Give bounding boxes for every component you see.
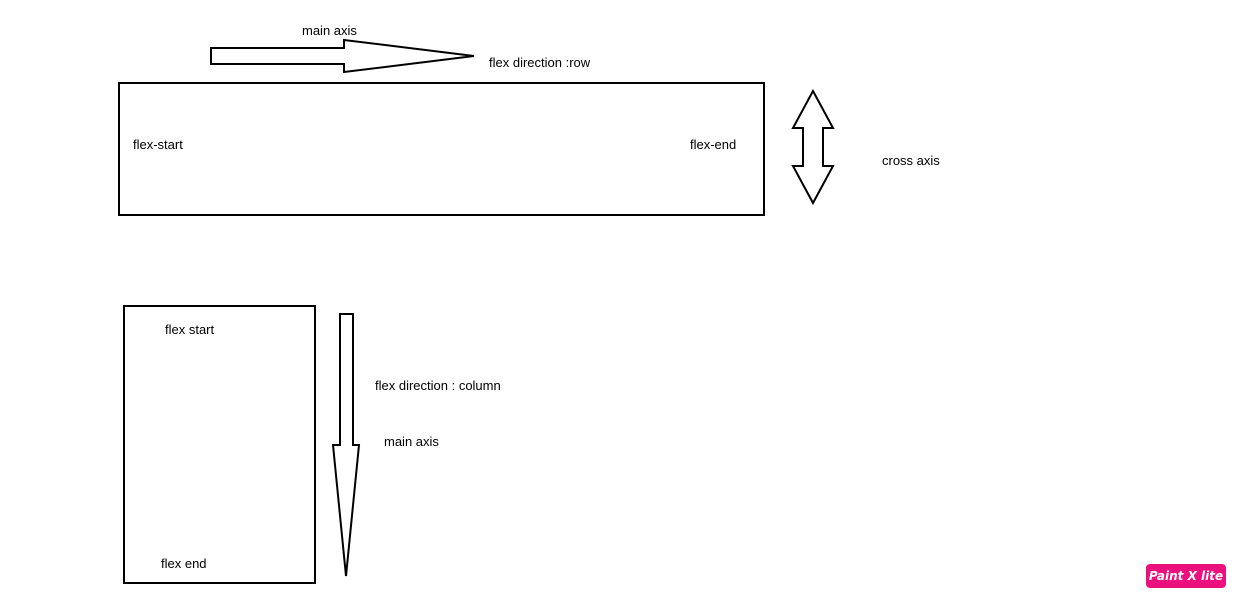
paint-x-lite-watermark: Paint X lite <box>1146 564 1226 588</box>
row-flex-start-label: flex-start <box>133 137 183 152</box>
row-flex-end-label: flex-end <box>690 137 737 152</box>
column-direction-label: flex direction : column <box>375 378 501 393</box>
column-flex-start-label: flex start <box>165 322 215 337</box>
column-main-axis-label: main axis <box>384 434 439 449</box>
row-direction-label: flex direction :row <box>489 55 591 70</box>
row-container-box <box>118 82 765 216</box>
cross-axis-label: cross axis <box>882 153 940 168</box>
column-container-box <box>123 305 316 584</box>
column-flex-end-label: flex end <box>161 556 207 571</box>
row-main-axis-label: main axis <box>302 23 357 38</box>
